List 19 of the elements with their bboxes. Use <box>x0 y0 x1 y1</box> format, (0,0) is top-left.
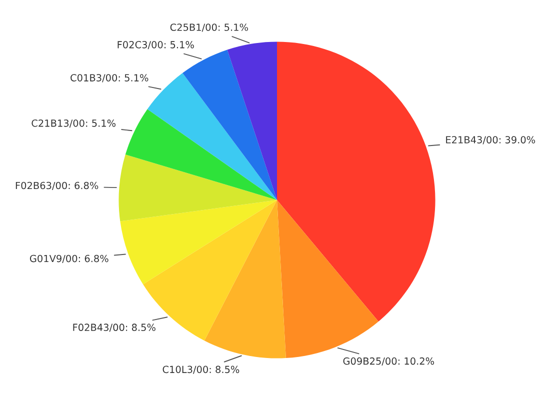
pie-slice <box>118 154 277 222</box>
pie-slice <box>125 109 277 200</box>
pie-slice <box>120 200 277 284</box>
pie-slice <box>277 42 436 322</box>
slice-label: C25B1/00: 5.1% <box>170 24 248 32</box>
slice-label: C21B13/00: 5.1% <box>32 120 116 128</box>
slice-label: G01V9/00: 6.8% <box>30 254 108 263</box>
slice-label: C01B3/00: 5.1% <box>70 74 148 82</box>
slice-label: F02C3/00: 5.1% <box>118 41 194 50</box>
slice-label: F02B43/00: 8.5% <box>73 324 156 332</box>
pie-slice <box>147 73 277 200</box>
slice-label: E21B43/00: 39.0% <box>446 136 536 144</box>
pie-slice <box>182 50 277 200</box>
slice-label: C10L3/00: 8.5% <box>162 366 240 374</box>
pie-slice <box>277 200 378 358</box>
pie-slice <box>227 42 277 200</box>
slice-label: G09B25/00: 10.2% <box>343 357 434 366</box>
slice-label: F02B63/00: 6.8% <box>16 182 98 190</box>
pie-slice <box>204 200 286 358</box>
